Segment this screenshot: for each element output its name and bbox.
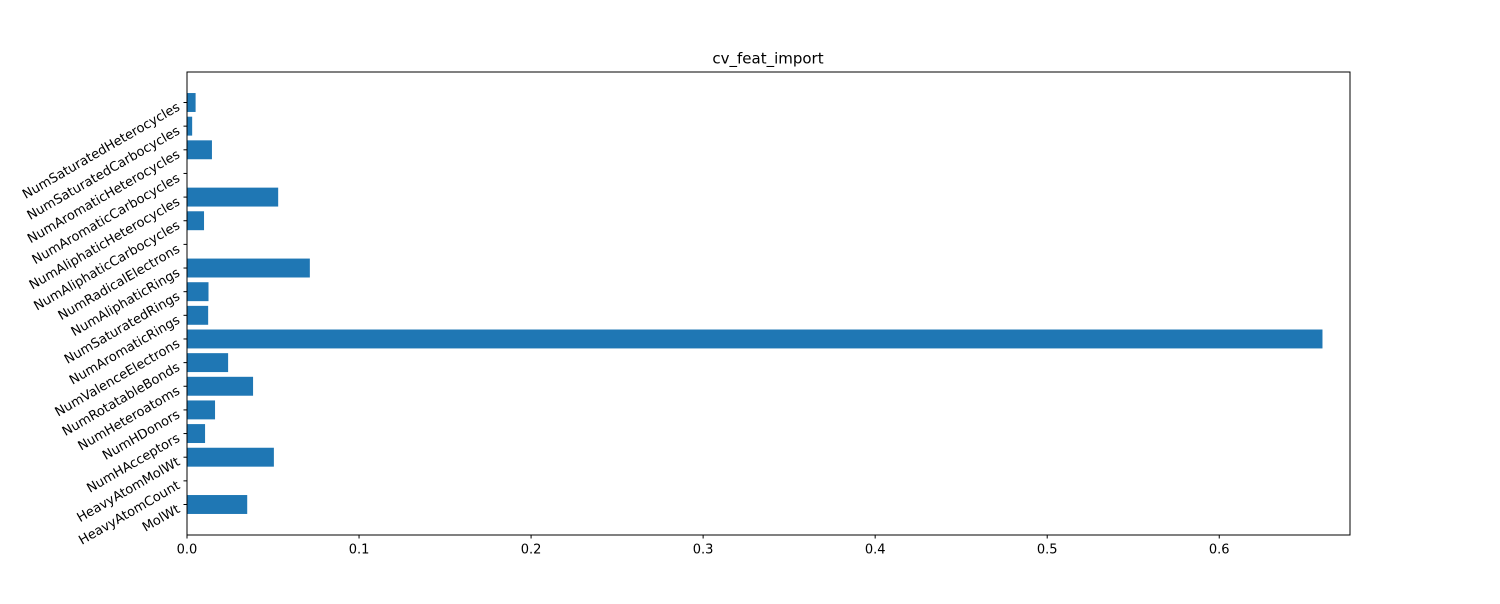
bar bbox=[187, 329, 1323, 349]
plot-frame bbox=[186, 71, 1351, 536]
bar bbox=[187, 140, 212, 160]
bar bbox=[187, 495, 248, 514]
x-tick-label: 0.5 bbox=[1037, 543, 1058, 558]
x-tick-label: 0.1 bbox=[349, 543, 370, 558]
bar bbox=[187, 187, 279, 207]
bar bbox=[187, 400, 216, 420]
bar bbox=[187, 305, 209, 325]
x-tick-label: 0.2 bbox=[521, 543, 542, 558]
x-tick-label: 0.4 bbox=[865, 543, 886, 558]
bar bbox=[187, 116, 193, 136]
bar bbox=[187, 376, 254, 396]
bar bbox=[187, 258, 310, 278]
x-tick-label: 0.3 bbox=[693, 543, 714, 558]
bar bbox=[187, 282, 209, 302]
chart-title: cv_feat_import bbox=[712, 50, 823, 69]
bar bbox=[187, 447, 274, 467]
x-tick-label: 0.6 bbox=[1209, 543, 1230, 558]
bar bbox=[187, 424, 206, 444]
bar bbox=[187, 353, 229, 373]
x-tick-label: 0.0 bbox=[177, 543, 198, 558]
bar bbox=[187, 93, 196, 112]
bar bbox=[187, 211, 205, 231]
